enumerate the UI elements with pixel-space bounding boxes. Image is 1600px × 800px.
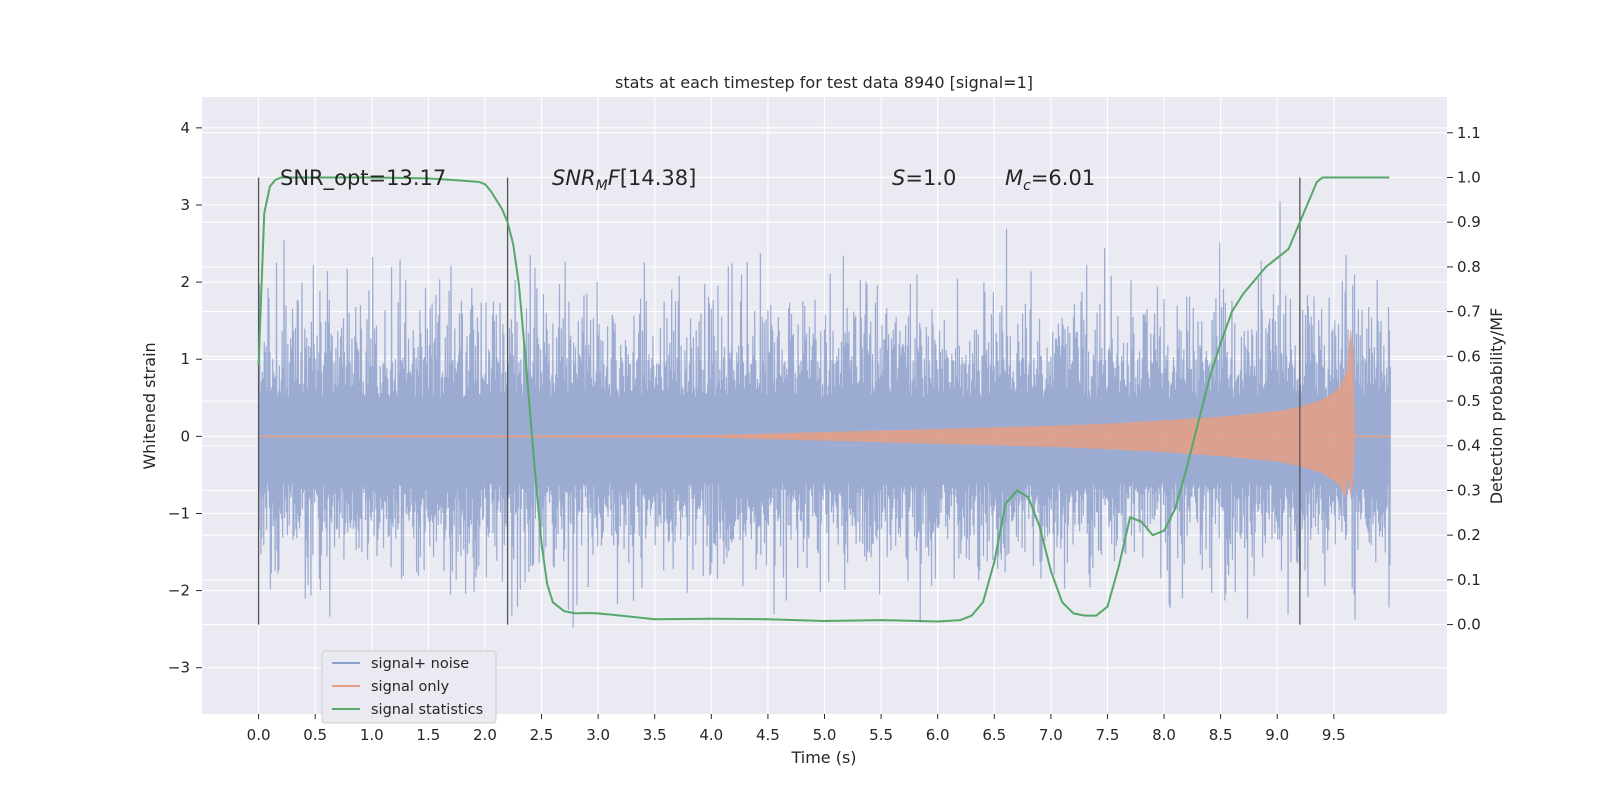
x-tick-label: 5.5: [869, 726, 893, 744]
y-tick-label: 3: [180, 196, 190, 214]
y-right-tick-label: 0.8: [1457, 258, 1481, 276]
y-right-tick-label: 0.7: [1457, 303, 1481, 321]
legend-box: [321, 650, 497, 724]
x-tick-label: 6.5: [982, 726, 1006, 744]
annotation-mc-value: =6.01: [1031, 166, 1095, 190]
x-axis-label: Time (s): [790, 748, 856, 767]
signal-statistics-series: [257, 176, 1390, 623]
annotation-snr-mf-value: [14.38]: [620, 166, 697, 190]
legend-label-signal-plus-noise: signal+ noise: [371, 656, 469, 672]
y-right-tick-label: 0.0: [1457, 616, 1481, 634]
x-tick-label: 5.0: [813, 726, 837, 744]
y-right-axis-label: Detection probability/MF: [1487, 308, 1506, 505]
x-tick-label: 4.0: [699, 726, 723, 744]
y-right-tick-labels: 0.0 0.1 0.2 0.3 0.4 0.5 0.6 0.7 0.8 0.9 1.0 1.1: [1447, 124, 1481, 634]
x-tick-label: 0.0: [247, 726, 271, 744]
y-right-tick-label: 0.3: [1457, 481, 1481, 499]
x-tick-label: 2.0: [473, 726, 497, 744]
y-tick-label: 2: [180, 273, 190, 291]
y-axis-label: Whitened strain: [140, 342, 159, 469]
x-tick-label: 4.5: [756, 726, 780, 744]
signal-plus-noise-series: [257, 201, 1392, 628]
x-tick-label: 7.5: [1096, 726, 1120, 744]
legend-label-signal-only: signal only: [371, 679, 450, 695]
y-right-tick-label: 1.1: [1457, 124, 1481, 142]
x-tick-label: 6.0: [926, 726, 950, 744]
signal-statistics-line: [257, 176, 1390, 623]
vertical-markers: [257, 177, 1301, 625]
y-tick-label: −3: [168, 659, 190, 677]
y-right-tick-label: 0.1: [1457, 571, 1481, 589]
y-right-tick-label: 0.5: [1457, 392, 1481, 410]
y-tick-label: −1: [168, 504, 190, 522]
y-tick-label: 1: [180, 350, 190, 368]
x-tick-labels: 0.0 0.5 1.0 1.5 2.0 2.5 3.0 3.5 4.0 4.5 5.0 5.5 6.0 6…: [247, 714, 1346, 744]
x-tick-label: 1.5: [416, 726, 440, 744]
annotation-snr-mf: SNRMF[14.38]: [552, 166, 696, 194]
signal-plus-noise-line: [257, 201, 1392, 628]
x-tick-label: 2.5: [530, 726, 554, 744]
x-tick-label: 3.5: [643, 726, 667, 744]
y-right-tick-label: 1.0: [1457, 168, 1481, 186]
annotation-s-value: =1.0: [905, 166, 956, 190]
y-tick-label: 0: [180, 427, 190, 445]
x-tick-label: 3.0: [586, 726, 610, 744]
x-tick-label: 7.0: [1039, 726, 1063, 744]
annotation-s: S=1.0: [892, 166, 956, 190]
signal-only-series: [258, 330, 1391, 498]
x-tick-label: 0.5: [303, 726, 327, 744]
y-right-tick-label: 0.9: [1457, 213, 1481, 231]
y-right-tick-label: 0.6: [1457, 347, 1481, 365]
x-tick-label: 9.0: [1265, 726, 1289, 744]
x-tick-label: 9.5: [1322, 726, 1346, 744]
x-tick-label: 8.5: [1209, 726, 1233, 744]
y-right-tick-label: 0.2: [1457, 526, 1481, 544]
legend-label-signal-statistics: signal statistics: [371, 702, 483, 718]
x-tick-label: 1.0: [360, 726, 384, 744]
x-tick-label: 8.0: [1152, 726, 1176, 744]
y-tick-label: −2: [168, 582, 190, 600]
annotation-snr-opt: SNR_opt=13.17: [280, 166, 446, 191]
y-tick-labels: −3 −2 −1 0 1 2 3 4: [168, 119, 202, 677]
annotation-mc: Mc=6.01: [1005, 166, 1095, 194]
legend: signal+ noise signal only signal statist…: [321, 650, 497, 724]
chart-title: stats at each timestep for test data 894…: [615, 73, 1033, 92]
y-right-tick-label: 0.4: [1457, 437, 1481, 455]
y-tick-label: 4: [180, 119, 190, 137]
